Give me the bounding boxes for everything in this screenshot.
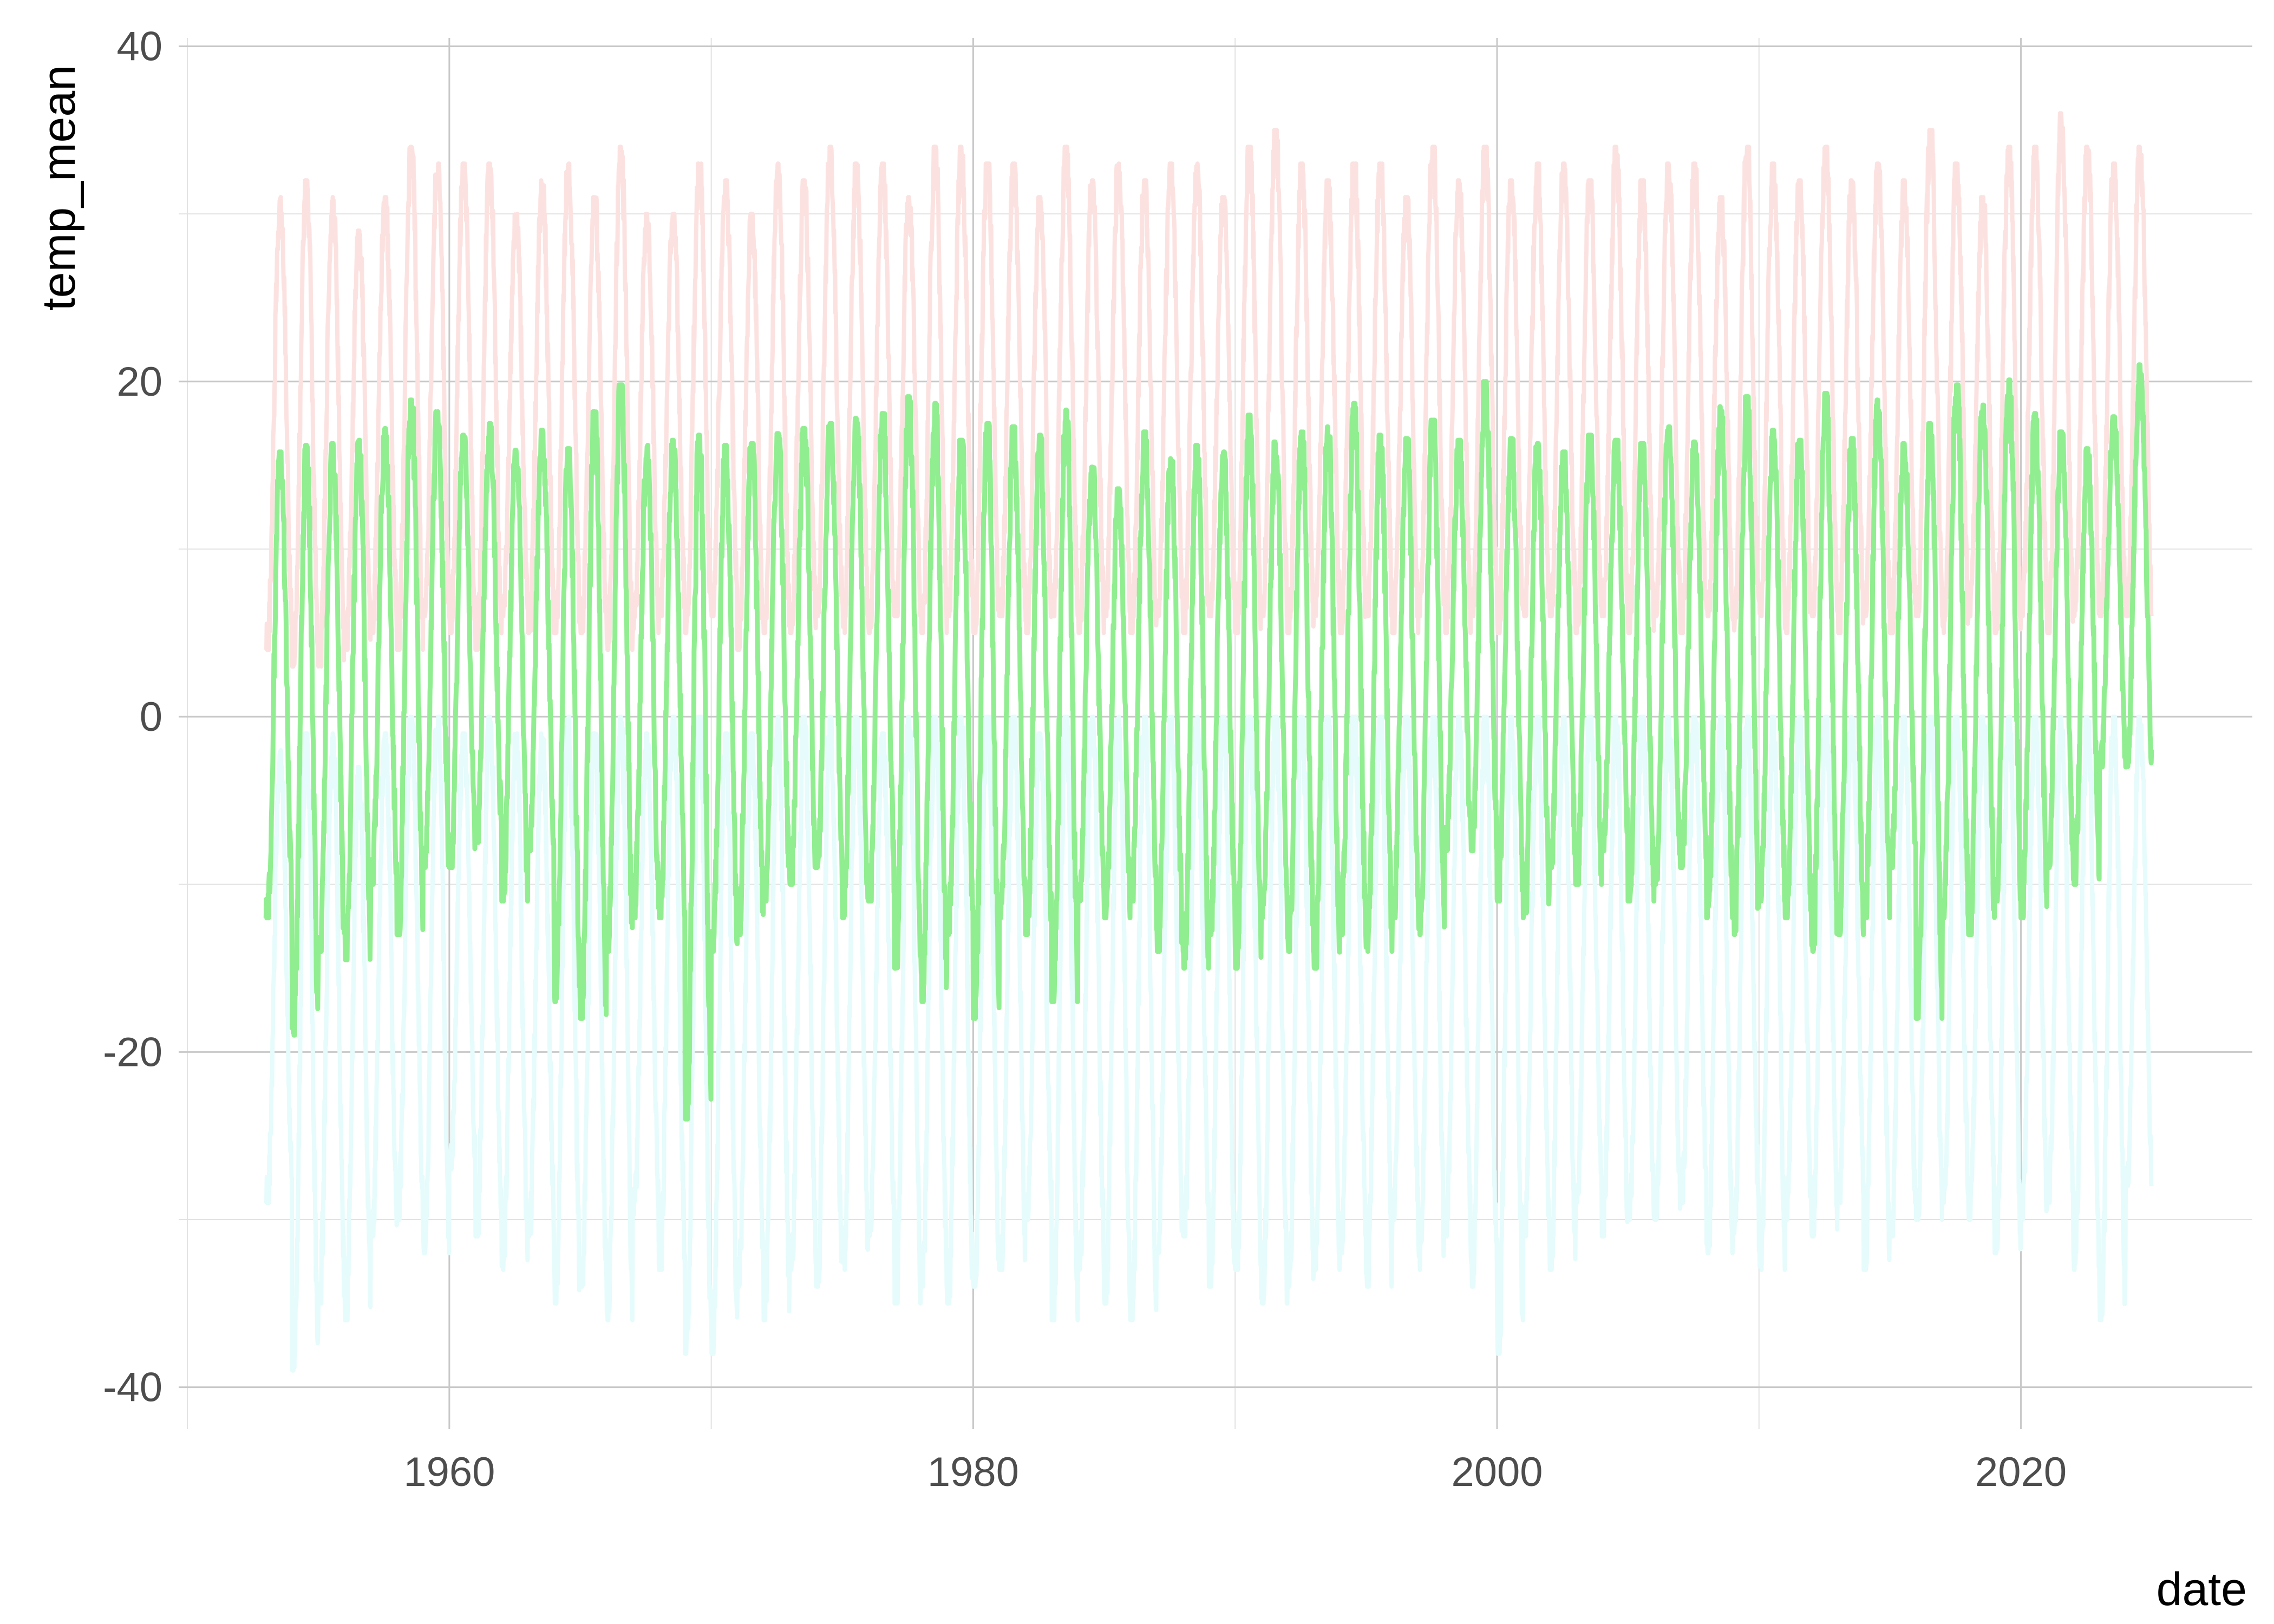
series-line-band-upper xyxy=(264,111,2154,669)
x-axis-ticks: 1960 1980 2000 2020 xyxy=(403,1449,2067,1495)
y-tick-label: 40 xyxy=(116,23,162,69)
y-axis-ticks: 40 20 0 -20 -40 xyxy=(103,23,162,1410)
y-axis-title: temp_mean xyxy=(33,65,85,311)
series-line-temp_mean xyxy=(263,362,2154,1122)
y-tick-label: 0 xyxy=(140,694,162,740)
y-tick-label: -40 xyxy=(103,1365,162,1411)
y-tick-label: 20 xyxy=(116,359,162,405)
x-tick-label: 2000 xyxy=(1451,1449,1543,1495)
y-tick-label: -20 xyxy=(103,1029,162,1075)
x-axis-title: date xyxy=(2157,1563,2247,1615)
series-line-band-lower xyxy=(264,715,2154,1373)
x-tick-label: 1960 xyxy=(403,1449,495,1495)
x-tick-label: 2020 xyxy=(1975,1449,2067,1495)
x-tick-label: 1980 xyxy=(927,1449,1019,1495)
series-lines xyxy=(263,111,2154,1373)
